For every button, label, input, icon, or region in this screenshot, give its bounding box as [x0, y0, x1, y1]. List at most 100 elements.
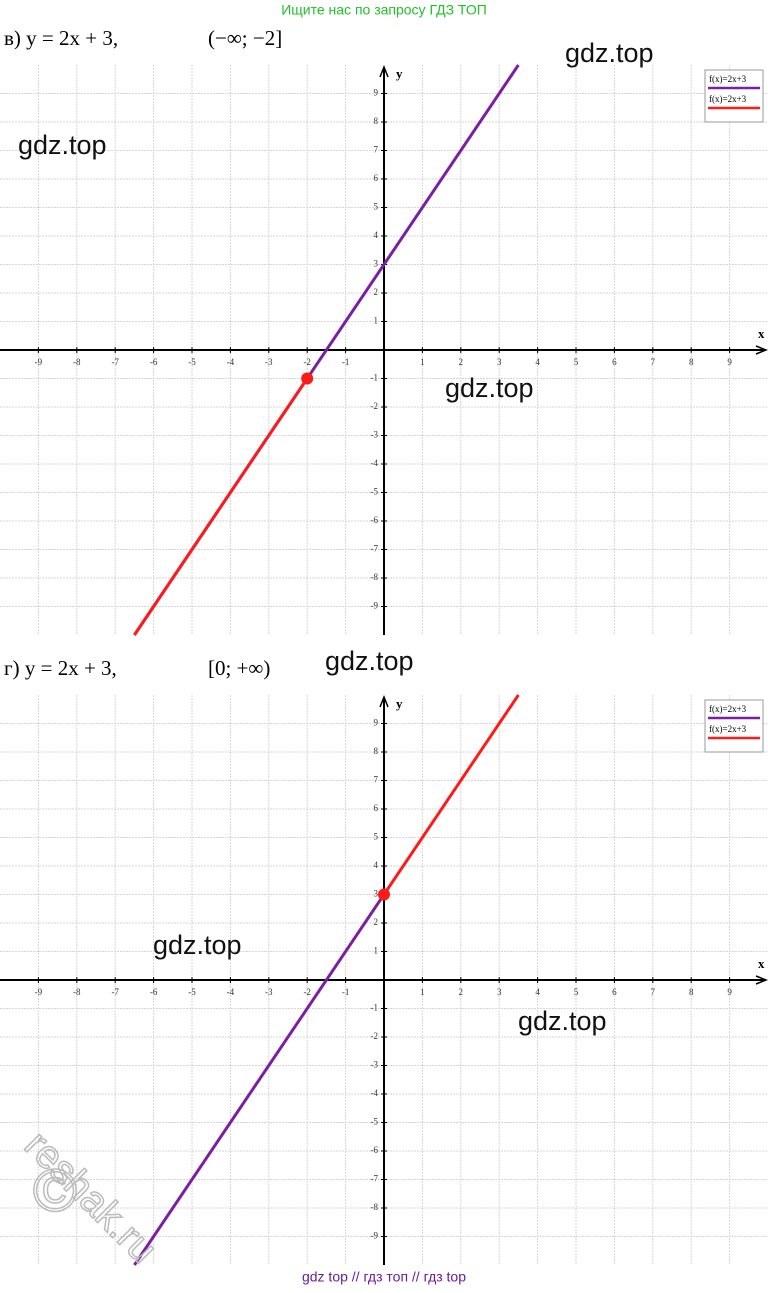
y-tick-label: -8 [371, 1202, 379, 1212]
y-tick-label: 2 [374, 287, 379, 297]
x-tick-label: 7 [651, 357, 656, 367]
watermark: gdz.top [518, 1006, 607, 1036]
y-tick-label: 8 [374, 116, 379, 126]
x-axis-label: x [758, 326, 765, 341]
point [301, 372, 314, 385]
y-tick-label: -6 [371, 515, 379, 525]
y-tick-label: 1 [374, 316, 379, 326]
y-tick-label: 5 [374, 202, 379, 212]
y-tick-label: -5 [371, 1117, 379, 1127]
y-tick-label: -1 [371, 373, 379, 383]
y-tick-label: -6 [371, 1145, 379, 1155]
y-tick-label: -3 [371, 1060, 379, 1070]
x-tick-label: -8 [73, 357, 81, 367]
y-tick-label: 2 [374, 917, 379, 927]
legend-label: f(x)=2x+3 [709, 74, 747, 84]
y-axis-label: y [396, 696, 403, 711]
y-tick-label: 8 [374, 746, 379, 756]
footer: gdz top // гдз топ // гдз top [302, 1269, 466, 1285]
x-tick-label: 5 [574, 987, 579, 997]
x-tick-label: -9 [35, 987, 43, 997]
x-arrow [755, 345, 768, 355]
watermark: gdz.top [565, 38, 654, 68]
y-tick-label: 7 [374, 775, 379, 785]
x-tick-label: -5 [188, 357, 196, 367]
legend-label: f(x)=2x+3 [709, 724, 747, 734]
x-tick-label: 1 [420, 357, 425, 367]
chart-subtitle: [0; +∞) [208, 656, 270, 680]
y-tick-label: -7 [371, 1174, 379, 1184]
x-tick-label: 9 [727, 987, 732, 997]
x-axis-label: x [758, 956, 765, 971]
chart-title: в) y = 2x + 3, [4, 26, 118, 50]
chart-title: г) y = 2x + 3, [4, 656, 117, 680]
y-axis-label: y [396, 66, 403, 81]
x-tick-label: 2 [459, 987, 464, 997]
y-tick-label: -8 [371, 572, 379, 582]
y-tick-label: 4 [374, 860, 379, 870]
y-tick-label: -9 [371, 1231, 379, 1241]
y-tick-label: -1 [371, 1003, 379, 1013]
y-tick-label: 3 [374, 259, 379, 269]
y-tick-label: -3 [371, 430, 379, 440]
x-tick-label: -4 [227, 357, 235, 367]
line [382, 694, 520, 896]
x-tick-label: 4 [535, 357, 540, 367]
x-tick-label: 8 [689, 357, 694, 367]
y-tick-label: 1 [374, 946, 379, 956]
y-tick-label: -2 [371, 1031, 379, 1041]
x-tick-label: 1 [420, 987, 425, 997]
y-tick-label: 7 [374, 145, 379, 155]
x-tick-label: -2 [303, 357, 311, 367]
watermark: gdz.top [18, 130, 107, 160]
legend-label: f(x)=2x+3 [709, 94, 747, 104]
y-tick-label: -5 [371, 487, 379, 497]
header: Ищите нас по запросу ГДЗ ТОП [281, 2, 487, 18]
watermark: gdz.top [445, 373, 534, 403]
x-arrow [755, 975, 768, 985]
legend-box [704, 699, 764, 753]
line [133, 893, 386, 1266]
x-tick-label: 6 [612, 987, 617, 997]
x-tick-label: -7 [111, 987, 119, 997]
y-tick-label: 5 [374, 832, 379, 842]
x-tick-label: -4 [227, 987, 235, 997]
y-tick-label: -7 [371, 544, 379, 554]
x-tick-label: 7 [651, 987, 656, 997]
watermark-copyright: © [33, 1157, 77, 1224]
watermark: gdz.top [153, 930, 242, 960]
y-tick-label: -4 [371, 1088, 379, 1098]
x-tick-label: 8 [689, 987, 694, 997]
x-tick-label: -1 [342, 987, 350, 997]
x-tick-label: -7 [111, 357, 119, 367]
x-tick-label: -9 [35, 357, 43, 367]
x-tick-label: 3 [497, 987, 502, 997]
watermark: gdz.top [325, 646, 414, 676]
x-tick-label: -6 [150, 987, 158, 997]
y-tick-label: -2 [371, 401, 379, 411]
x-tick-label: -1 [342, 357, 350, 367]
y-arrow [379, 64, 389, 78]
x-tick-label: -5 [188, 987, 196, 997]
x-tick-label: -3 [265, 357, 273, 367]
legend-label: f(x)=2x+3 [709, 704, 747, 714]
x-tick-label: 4 [535, 987, 540, 997]
y-tick-label: 6 [374, 803, 379, 813]
legend-box [704, 69, 764, 123]
x-tick-label: 9 [727, 357, 732, 367]
y-tick-label: 4 [374, 230, 379, 240]
chart-subtitle: (−∞; −2] [208, 26, 282, 50]
y-arrow [379, 694, 389, 708]
y-tick-label: -4 [371, 458, 379, 468]
y-tick-label: -9 [371, 601, 379, 611]
y-tick-label: 9 [374, 88, 379, 98]
y-tick-label: 9 [374, 718, 379, 728]
line [133, 377, 309, 636]
x-tick-label: -3 [265, 987, 273, 997]
x-tick-label: 6 [612, 357, 617, 367]
x-tick-label: -8 [73, 987, 81, 997]
y-tick-label: 6 [374, 173, 379, 183]
x-tick-label: 3 [497, 357, 502, 367]
y-tick-label: 3 [374, 889, 379, 899]
